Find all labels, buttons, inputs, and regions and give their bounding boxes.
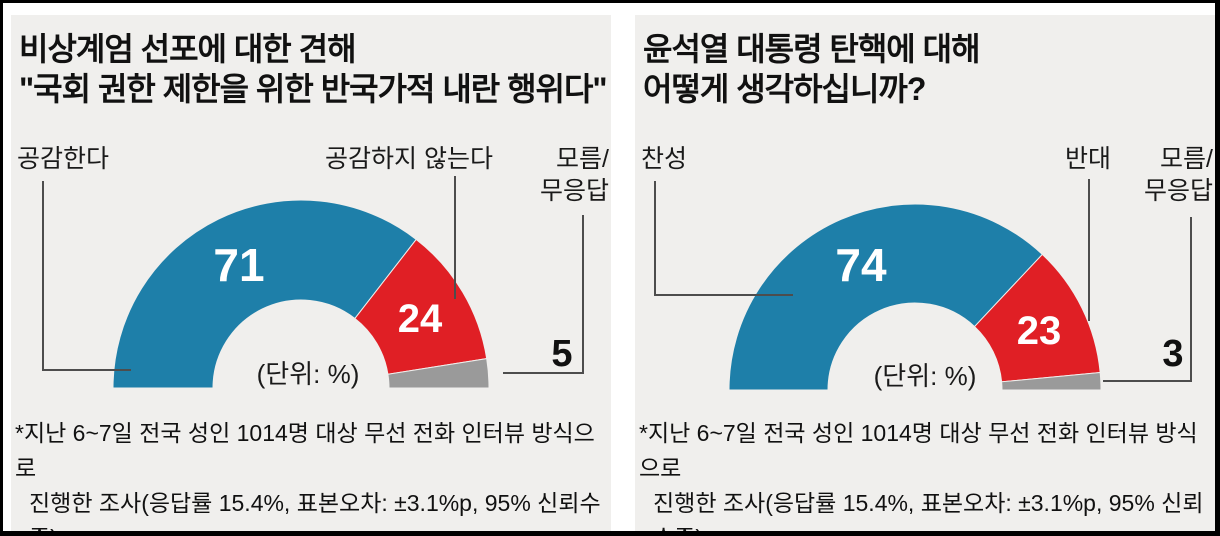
category-label-dontknow: 모름/ 무응답	[1144, 143, 1213, 207]
value-dontknow: 3	[1162, 333, 1183, 375]
category-label-oppose: 반대	[1065, 145, 1112, 173]
footnote-line-2: 진행한 조사(응답률 15.4%, 표본오차: ±3.1%p, 95% 신뢰수준…	[653, 490, 1204, 531]
leader-line-favor	[654, 181, 793, 296]
dontknow-line-2: 무응답	[1143, 177, 1213, 205]
footnote-line-1: *지난 6~7일 전국 성인 1014명 대상 무선 전화 인터뷰 방식으로	[639, 420, 1198, 481]
category-label-agree: 공감한다	[17, 145, 110, 173]
footnote-right: *지난 6~7일 전국 성인 1014명 대상 무선 전화 인터뷰 방식으로 진…	[639, 416, 1211, 531]
donut-slices	[112, 199, 490, 389]
chart-title-left: 비상계엄 선포에 대한 견해 "국회 권한 제한을 위한 반국가적 내란 행위다…	[19, 29, 608, 109]
donut-slice-2	[387, 358, 490, 389]
dontknow-line-1: 모름/	[1160, 145, 1213, 173]
donut-slice-1	[354, 238, 488, 375]
value-disagree: 24	[398, 297, 443, 341]
panel-impeachment-opinion: 윤석열 대통령 탄핵에 대해 어떻게 생각하십니까? 찬성 반대 모름/ 무응답…	[635, 15, 1215, 531]
panel-martial-law-opinion: 비상계엄 선포에 대한 견해 "국회 권한 제한을 위한 반국가적 내란 행위다…	[11, 15, 611, 531]
donut-slices	[728, 203, 1102, 391]
value-agree: 71	[213, 239, 264, 291]
value-dontknow: 5	[551, 333, 572, 375]
title-line-2: "국회 권한 제한을 위한 반국가적 내란 행위다"	[19, 71, 608, 107]
category-label-disagree: 공감하지 않는다	[325, 145, 493, 173]
unit-label: (단위: %)	[874, 361, 977, 391]
title-line-2: 어떻게 생각하십니까?	[643, 71, 926, 107]
donut-slice-2	[1001, 371, 1102, 391]
donut-slice-0	[112, 199, 417, 389]
category-label-favor: 찬성	[641, 145, 688, 173]
footnote-left: *지난 6~7일 전국 성인 1014명 대상 무선 전화 인터뷰 방식으로 진…	[15, 416, 607, 531]
value-favor: 74	[835, 239, 887, 291]
title-line-1: 윤석열 대통령 탄핵에 대해	[643, 31, 981, 67]
leader-line-dontknow	[1103, 217, 1192, 382]
chart-title-right: 윤석열 대통령 탄핵에 대해 어떻게 생각하십니까?	[643, 29, 1211, 109]
category-label-dontknow: 모름/ 무응답	[540, 143, 609, 207]
footnote-line-2: 진행한 조사(응답률 15.4%, 표본오차: ±3.1%p, 95% 신뢰수준…	[29, 490, 601, 531]
donut-slice-1	[973, 253, 1101, 383]
donut-slice-0	[728, 203, 1044, 391]
footnote-line-1: *지난 6~7일 전국 성인 1014명 대상 무선 전화 인터뷰 방식으로	[15, 420, 595, 481]
leader-line-agree	[42, 181, 131, 371]
dontknow-line-2: 무응답	[539, 177, 609, 205]
value-oppose: 23	[1017, 309, 1062, 353]
title-line-1: 비상계엄 선포에 대한 견해	[19, 31, 357, 67]
unit-label: (단위: %)	[257, 359, 360, 389]
leader-line-dontknow	[503, 215, 584, 374]
dontknow-line-1: 모름/	[556, 145, 609, 173]
